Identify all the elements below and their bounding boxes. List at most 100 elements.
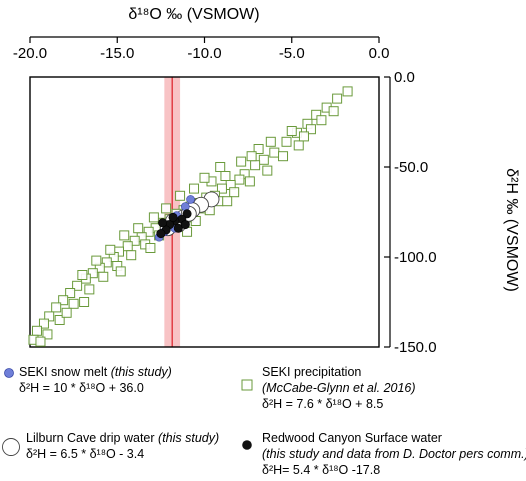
data-point (101, 257, 112, 268)
y-axis-label: δ²H ‰ (VSMOW) (503, 168, 520, 292)
data-point (158, 218, 168, 228)
data-point (182, 209, 192, 219)
y-tick-label: -150.0 (394, 339, 437, 356)
data-point (250, 160, 261, 171)
data-point (293, 140, 304, 151)
legend-drip-equation: δ²H = 6.5 * δ¹⁸O - 3.4 (26, 447, 145, 461)
data-point (181, 202, 190, 211)
legend-snow-note: (this study) (110, 365, 172, 379)
legend-drip-note: (this study) (158, 431, 220, 445)
legend-snow-title: SEKI snow melt (19, 365, 108, 379)
data-point (332, 93, 343, 104)
data-point (186, 195, 195, 204)
legend-drip-title: Lilburn Cave drip water (26, 431, 155, 445)
legend-item-redwood-canyon: Redwood Canyon Surface water (this study… (262, 430, 526, 478)
data-point (286, 126, 297, 136)
legend: SEKI snow melt (this study) δ²H = 10 * δ… (0, 360, 526, 481)
legend-snow-equation: δ²H = 10 * δ¹⁸O + 36.0 (19, 381, 144, 395)
data-point (175, 190, 186, 201)
data-point (281, 136, 292, 147)
blue-filled-circle-icon (4, 368, 14, 378)
data-point (84, 284, 95, 295)
data-point (51, 302, 62, 313)
data-point (253, 144, 264, 154)
data-point (311, 109, 322, 120)
data-point (115, 266, 126, 277)
data-point (87, 268, 98, 279)
y-tick-label: -100.0 (394, 249, 437, 266)
black-filled-circle-icon (242, 440, 252, 450)
legend-redwood-note: (this study and data from D. Doctor pers… (262, 447, 526, 461)
data-point (220, 171, 231, 181)
data-point (143, 226, 154, 237)
data-point (79, 297, 90, 307)
x-tick-label: -20.0 (13, 45, 47, 62)
y-tick-label: 0.0 (394, 69, 415, 86)
data-point (72, 280, 83, 291)
data-point (61, 307, 72, 318)
data-point (42, 329, 53, 340)
data-point (262, 165, 273, 176)
data-point (229, 187, 240, 198)
data-point (35, 336, 46, 347)
data-point (246, 151, 257, 162)
data-point (244, 176, 255, 187)
data-point (161, 203, 172, 214)
data-point (236, 156, 247, 167)
data-point (269, 147, 280, 158)
data-point (65, 288, 76, 298)
y-tick-label: -50.0 (394, 159, 428, 176)
data-point (342, 86, 353, 97)
data-point (31, 325, 42, 336)
data-point (215, 162, 226, 172)
data-point (77, 270, 88, 280)
data-point (258, 154, 269, 165)
plot-frame (29, 76, 380, 348)
legend-redwood-title: Redwood Canyon Surface water (262, 431, 442, 445)
data-point (173, 223, 183, 233)
legend-precip-equation: δ²H = 7.6 * δ¹⁸O + 8.5 (262, 397, 384, 411)
data-point (156, 229, 166, 239)
data-point (38, 318, 49, 329)
data-point (265, 136, 276, 147)
legend-precip-marker (241, 379, 253, 391)
data-point (98, 271, 109, 282)
data-point (145, 243, 156, 253)
scatter-plot: δ¹⁸O ‰ (VSMOW) δ²H ‰ (VSMOW) -20.0 -15.0 -… (13, 6, 520, 356)
data-point (105, 244, 116, 255)
data-point (305, 124, 316, 135)
legend-precip-note: (McCabe-Glynn et al. 2016) (262, 381, 416, 395)
data-point (54, 315, 65, 325)
data-point (68, 298, 79, 309)
legend-precip-title: SEKI precipitation (262, 365, 362, 379)
x-tick-label: -15.0 (100, 45, 134, 62)
data-point (278, 151, 289, 162)
data-point (91, 255, 102, 266)
data-point (316, 115, 327, 126)
x-tick-label: -10.0 (187, 45, 221, 62)
data-point (126, 250, 137, 261)
legend-snow-marker (4, 368, 14, 378)
data-point (168, 212, 178, 222)
legend-redwood-marker (242, 440, 252, 450)
data-point (148, 212, 159, 223)
data-point (328, 106, 339, 117)
data-point (189, 183, 200, 194)
legend-redwood-equation: δ²H= 5.4 * δ¹⁸O -17.8 (262, 463, 381, 477)
data-point (122, 241, 133, 252)
x-tick-label: -5.0 (279, 45, 305, 62)
data-point (133, 223, 144, 234)
legend-item-drip-water: Lilburn Cave drip water (this study) δ²H… (26, 430, 219, 462)
x-axis-label: δ¹⁸O ‰ (VSMOW) (128, 6, 259, 23)
data-point (222, 196, 233, 207)
data-point (119, 230, 130, 241)
green-open-square-icon (241, 379, 253, 391)
series-redwood-canyon-surface-water (156, 209, 192, 239)
data-point (234, 174, 245, 185)
legend-drip-marker (2, 438, 20, 456)
legend-item-precipitation: SEKI precipitation (McCabe-Glynn et al. … (262, 364, 416, 412)
legend-item-snow-melt: SEKI snow melt (this study) δ²H = 10 * δ… (19, 364, 172, 396)
data-point (180, 220, 190, 230)
x-tick-label: 0.0 (369, 45, 390, 62)
data-point (298, 131, 309, 142)
